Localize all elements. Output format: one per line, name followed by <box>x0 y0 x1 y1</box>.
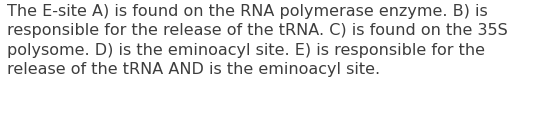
Text: The E-site A) is found on the RNA polymerase enzyme. B) is
responsible for the r: The E-site A) is found on the RNA polyme… <box>7 4 507 77</box>
